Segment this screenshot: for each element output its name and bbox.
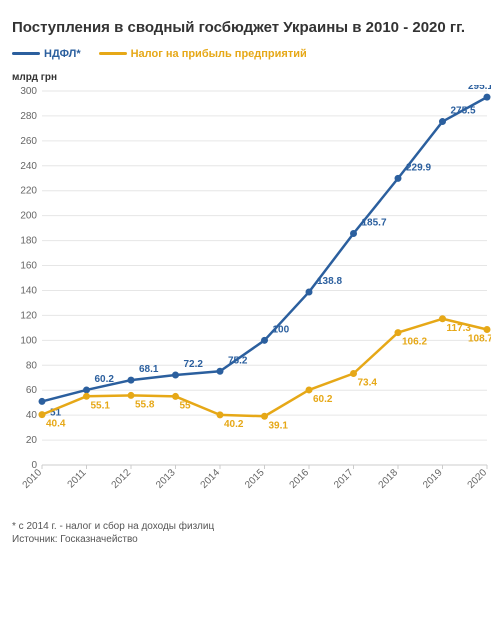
svg-text:55.1: 55.1 <box>91 400 111 411</box>
svg-text:220: 220 <box>20 185 37 196</box>
svg-text:180: 180 <box>20 235 37 246</box>
svg-text:40.4: 40.4 <box>46 418 66 429</box>
svg-text:100: 100 <box>20 335 37 346</box>
svg-text:40: 40 <box>26 410 38 421</box>
svg-text:55: 55 <box>180 400 192 411</box>
svg-text:60.2: 60.2 <box>313 393 333 404</box>
svg-text:138.8: 138.8 <box>317 275 342 286</box>
svg-text:55.8: 55.8 <box>135 399 155 410</box>
svg-text:2012: 2012 <box>110 467 134 491</box>
legend-swatch <box>99 52 127 56</box>
svg-text:200: 200 <box>20 210 37 221</box>
svg-text:2015: 2015 <box>243 467 267 491</box>
svg-text:106.2: 106.2 <box>402 336 427 347</box>
svg-text:2016: 2016 <box>288 467 312 491</box>
svg-text:2018: 2018 <box>377 467 401 491</box>
svg-text:2011: 2011 <box>66 467 89 490</box>
svg-text:117.3: 117.3 <box>447 322 472 333</box>
svg-text:295.1: 295.1 <box>468 85 491 92</box>
svg-text:2014: 2014 <box>199 467 223 491</box>
svg-text:60: 60 <box>26 385 38 396</box>
chart-area: 0204060801001201401601802002202402602803… <box>12 85 491 515</box>
svg-text:68.1: 68.1 <box>139 364 159 375</box>
svg-text:260: 260 <box>20 135 37 146</box>
footnote: * с 2014 г. - налог и сбор на доходы физ… <box>0 515 503 532</box>
svg-text:240: 240 <box>20 160 37 171</box>
legend-item-ndfl: НДФЛ* <box>12 48 81 60</box>
svg-text:2013: 2013 <box>154 467 178 491</box>
svg-text:40.2: 40.2 <box>224 418 244 429</box>
legend-label: Налог на прибыль предприятий <box>131 48 307 60</box>
svg-text:140: 140 <box>20 285 37 296</box>
source-text: Источник: Госказначейство <box>0 532 503 545</box>
svg-text:280: 280 <box>20 110 37 121</box>
svg-text:80: 80 <box>26 360 38 371</box>
svg-text:20: 20 <box>26 435 38 446</box>
y-axis-title: млрд грн <box>0 64 503 83</box>
svg-text:2020: 2020 <box>466 467 490 491</box>
svg-text:229.9: 229.9 <box>406 162 431 173</box>
svg-text:160: 160 <box>20 260 37 271</box>
svg-text:300: 300 <box>20 86 37 97</box>
svg-text:108.7: 108.7 <box>468 333 491 344</box>
svg-text:60.2: 60.2 <box>95 373 115 384</box>
svg-text:120: 120 <box>20 310 37 321</box>
svg-text:39.1: 39.1 <box>269 420 289 431</box>
legend: НДФЛ* Налог на прибыль предприятий <box>0 44 503 64</box>
svg-text:2019: 2019 <box>421 467 445 491</box>
svg-text:185.7: 185.7 <box>362 217 387 228</box>
legend-item-profit-tax: Налог на прибыль предприятий <box>99 48 307 60</box>
chart-title: Поступления в сводный госбюджет Украины … <box>0 0 503 44</box>
svg-text:2017: 2017 <box>332 467 356 491</box>
svg-text:72.2: 72.2 <box>184 358 204 369</box>
line-chart-svg: 0204060801001201401601802002202402602803… <box>12 85 491 515</box>
legend-label: НДФЛ* <box>44 48 81 60</box>
svg-text:2010: 2010 <box>21 467 45 491</box>
svg-text:73.4: 73.4 <box>358 377 378 388</box>
svg-text:75.2: 75.2 <box>228 355 248 366</box>
svg-text:100: 100 <box>273 324 290 335</box>
svg-text:275.5: 275.5 <box>451 105 476 116</box>
legend-swatch <box>12 52 40 56</box>
